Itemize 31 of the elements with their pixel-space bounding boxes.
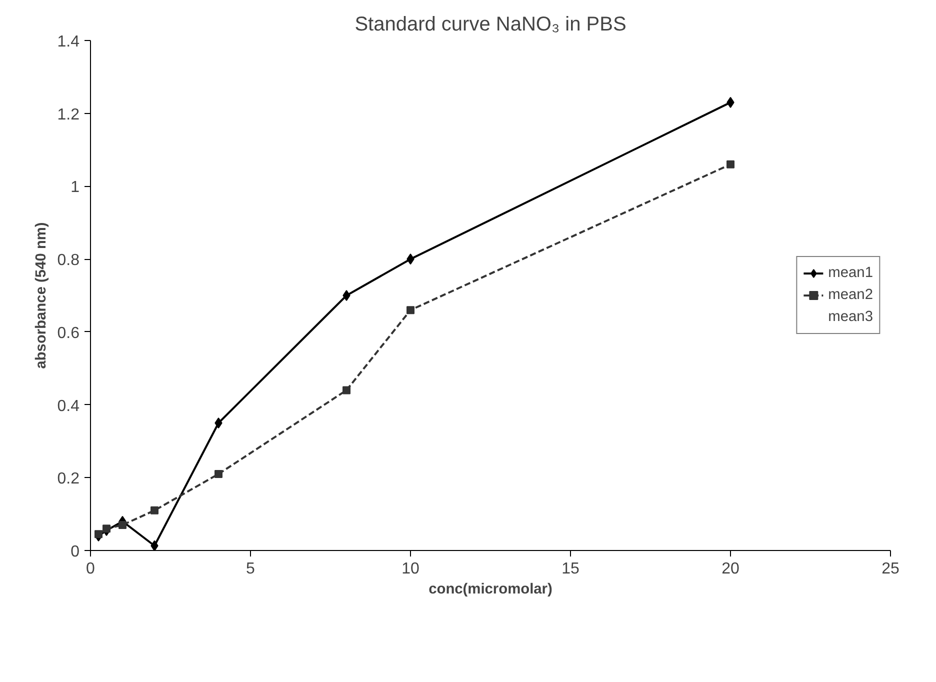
legend-label: mean2 xyxy=(828,287,873,303)
x-tick-label: 10 xyxy=(402,560,420,578)
point xyxy=(342,290,350,301)
chart-title: Standard curve NaNO₃ in PBS xyxy=(354,14,626,36)
x-axis-title: conc(micromolar) xyxy=(428,582,553,598)
point xyxy=(342,386,350,394)
point xyxy=(102,524,110,533)
y-tick-label: 0.8 xyxy=(57,252,80,270)
x-tick-label: 0 xyxy=(86,560,96,578)
point xyxy=(94,530,102,538)
x-tick-label: 20 xyxy=(722,560,740,578)
point xyxy=(406,306,414,314)
point xyxy=(118,521,126,529)
y-tick-label: 1.2 xyxy=(57,106,80,124)
y-tick-label: 1.4 xyxy=(57,34,80,50)
legend-label: mean1 xyxy=(828,265,873,281)
y-tick-label: 0 xyxy=(70,544,80,560)
x-tick-label: 25 xyxy=(882,560,900,578)
point xyxy=(150,506,158,514)
point xyxy=(726,160,734,168)
text: mean3 xyxy=(828,309,873,325)
y-axis-title: absorbance (540 nm) xyxy=(33,222,50,369)
x-tick-label: 15 xyxy=(562,560,580,578)
y-tick-label: 1 xyxy=(70,179,80,196)
y-tick-label: 0.2 xyxy=(57,470,80,488)
x-tick-label: 5 xyxy=(246,560,256,578)
point xyxy=(150,540,158,550)
point xyxy=(214,470,222,478)
y-tick-label: 0.6 xyxy=(57,324,80,342)
point xyxy=(214,418,222,428)
y-tick-label: 0.4 xyxy=(57,398,80,415)
